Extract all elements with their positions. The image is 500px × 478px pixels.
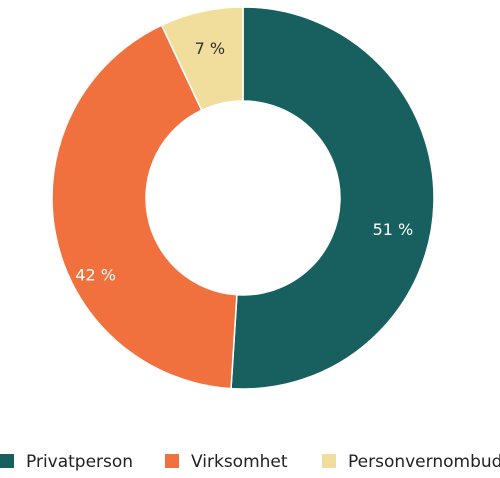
slice-label: 7 % — [195, 39, 225, 58]
slice-label: 51 % — [373, 220, 414, 239]
legend-label: Personvernombud — [348, 452, 500, 472]
legend-swatch — [0, 454, 14, 468]
legend-swatch — [165, 454, 179, 468]
slice — [230, 6, 435, 390]
slice — [160, 6, 244, 112]
legend-label: Privatperson — [26, 452, 133, 472]
legend-swatch — [322, 454, 336, 468]
slice — [51, 24, 238, 390]
legend-label: Virksomhet — [191, 452, 288, 472]
slice-label: 42 % — [75, 266, 116, 285]
